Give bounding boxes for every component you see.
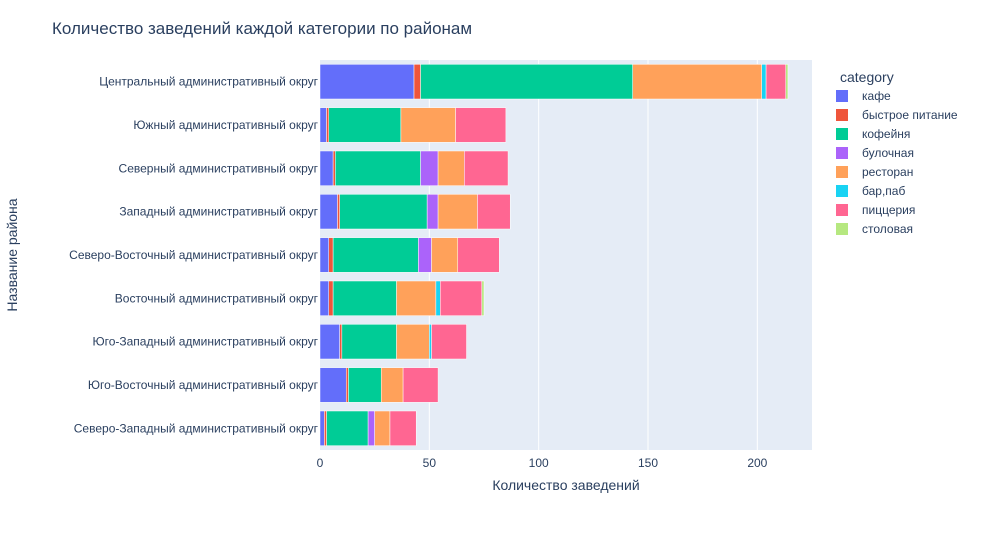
legend-swatch — [836, 109, 848, 121]
bar-segment — [319, 64, 415, 100]
bar-segment — [420, 64, 633, 100]
bar-segment — [418, 237, 432, 273]
legend-swatch — [836, 223, 848, 235]
bar-segment — [319, 324, 340, 360]
legend-items: кафе быстрое питание кофейня булочная рестор… — [836, 89, 958, 236]
bar-segment — [328, 237, 334, 273]
chart-title: Количество заведений каждой категории по… — [52, 19, 472, 38]
y-tick-label: Юго-Восточный административный округ — [88, 378, 319, 392]
bar-segment — [431, 324, 467, 360]
bar-segment — [319, 107, 327, 143]
bar-segment — [380, 367, 404, 403]
bar-segment — [319, 237, 329, 273]
y-tick-label: Юго-Западный административный округ — [92, 335, 318, 349]
legend: category кафе быстрое питание кофейня булоч… — [836, 69, 958, 236]
bar-segment — [319, 280, 329, 316]
bar-segment — [328, 107, 402, 143]
legend-label: кафе — [862, 89, 891, 103]
bar-segment — [389, 410, 417, 446]
bar-segment — [319, 410, 325, 446]
bar-segment — [345, 367, 349, 403]
bar-segment — [420, 150, 439, 186]
y-tick-label: Южный административный округ — [133, 118, 318, 132]
bar-segment — [348, 367, 382, 403]
y-tick-label: Центральный административный округ — [99, 75, 318, 89]
x-tick-label: 150 — [638, 456, 658, 470]
y-tick-labels: Центральный административный округ Южный … — [69, 75, 318, 436]
bar-segment — [785, 64, 789, 100]
bar-segment — [429, 324, 432, 360]
y-tick-label: Западный административный округ — [119, 205, 318, 219]
bar-segment — [367, 410, 375, 446]
x-tick-label: 100 — [529, 456, 549, 470]
x-axis-title: Количество заведений — [492, 477, 639, 493]
bar-segment — [761, 64, 767, 100]
legend-swatch — [836, 185, 848, 197]
bar-segment — [339, 194, 428, 230]
bar-segment — [632, 64, 762, 100]
bar-segment — [765, 64, 787, 100]
legend-label: кофейня — [862, 127, 910, 141]
bar-segment — [374, 410, 391, 446]
bar-segment — [319, 150, 334, 186]
legend-swatch — [836, 166, 848, 178]
bar-segment — [440, 280, 483, 316]
bar-segment — [396, 280, 437, 316]
legend-label: быстрое питание — [862, 108, 958, 122]
bar-segment — [431, 237, 459, 273]
bar-segment — [332, 280, 397, 316]
bar-segment — [413, 64, 421, 100]
legend-label: столовая — [862, 222, 913, 236]
y-tick-label: Восточный административный округ — [115, 291, 319, 305]
bar-segment — [332, 150, 336, 186]
legend-label: ресторан — [862, 165, 913, 179]
x-tick-labels: 0 50 100 150 200 — [317, 456, 768, 470]
y-tick-label: Северо-Западный административный округ — [74, 421, 319, 435]
bar-segment — [402, 367, 439, 403]
bar-segment — [335, 150, 421, 186]
y-tick-label: Северо-Восточный административный округ — [69, 248, 318, 262]
bar-segment — [319, 194, 338, 230]
bar-segment — [328, 280, 334, 316]
bar-segment — [341, 324, 397, 360]
bar-segment — [437, 150, 465, 186]
bar-segment — [326, 410, 369, 446]
bar-segment — [400, 107, 456, 143]
bar-segment — [435, 280, 441, 316]
legend-swatch — [836, 90, 848, 102]
bar-segment — [337, 194, 340, 230]
legend-title: category — [840, 69, 894, 85]
x-tick-label: 200 — [747, 456, 767, 470]
bar-segment — [324, 410, 327, 446]
x-tick-label: 50 — [423, 456, 437, 470]
bars — [319, 64, 789, 446]
legend-label: бар,паб — [862, 184, 905, 198]
y-tick-label: Северный административный округ — [119, 161, 319, 175]
bar-segment — [339, 324, 343, 360]
y-axis-title: Название района — [4, 198, 20, 311]
bar-segment — [457, 237, 500, 273]
bar-segment — [326, 107, 329, 143]
bar-segment — [332, 237, 419, 273]
legend-swatch — [836, 204, 848, 216]
bar-segment — [455, 107, 507, 143]
bar-segment — [426, 194, 439, 230]
x-tick-label: 0 — [317, 456, 324, 470]
bar-segment — [396, 324, 430, 360]
legend-swatch — [836, 128, 848, 140]
legend-label: булочная — [862, 146, 914, 160]
legend-swatch — [836, 147, 848, 159]
bar-segment — [437, 194, 478, 230]
bar-segment — [477, 194, 511, 230]
bar-segment — [464, 150, 509, 186]
legend-label: пиццерия — [862, 203, 915, 217]
bar-segment — [319, 367, 347, 403]
bar-segment — [481, 280, 485, 316]
